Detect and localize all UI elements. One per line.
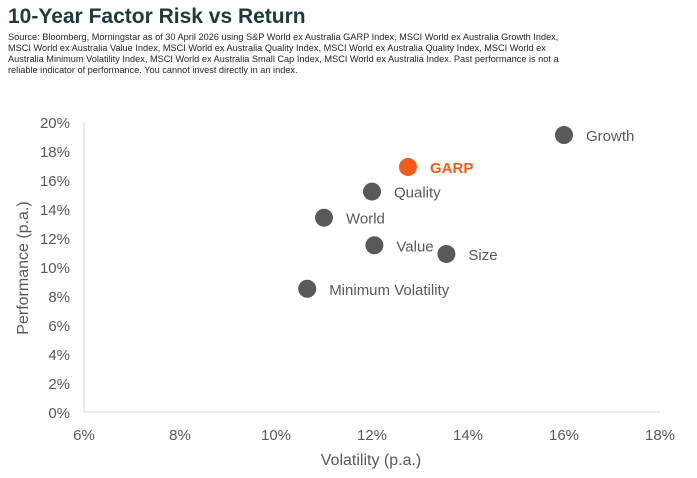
- data-point: [555, 126, 573, 145]
- source-note: Source: Bloomberg, Morningstar as of 30 …: [8, 32, 559, 75]
- y-tick-label: 10%: [40, 260, 70, 277]
- y-tick-label: 18%: [40, 144, 70, 161]
- data-label: GARP: [430, 160, 473, 177]
- data-label: Minimum Volatility: [329, 282, 450, 299]
- data-points: Growth GARP Quality World Value Size Minimum V…: [298, 126, 634, 299]
- data-point: [437, 244, 456, 263]
- y-tick-label: 16%: [40, 173, 70, 190]
- x-tick-label: 18%: [645, 427, 675, 444]
- y-tick-label: 8%: [48, 289, 70, 306]
- data-point: [298, 279, 317, 298]
- data-point: [365, 236, 384, 255]
- x-tick-label: 12%: [357, 427, 387, 444]
- y-tick-labels: 0% 2% 4% 6% 8% 10% 12% 14% 16% 18% 20%: [40, 115, 70, 422]
- x-tick-label: 16%: [549, 427, 579, 444]
- data-label: Size: [468, 247, 497, 264]
- x-tick-label: 10%: [261, 427, 291, 444]
- y-tick-label: 2%: [48, 376, 70, 393]
- x-tick-label: 8%: [169, 427, 191, 444]
- axes: [83, 122, 660, 413]
- x-tick-label: 14%: [453, 427, 483, 444]
- y-axis-label: Performance (p.a.): [15, 201, 32, 334]
- data-label: Quality: [394, 185, 441, 202]
- y-tick-label: 14%: [40, 202, 70, 219]
- x-tick-labels: 6% 8% 10% 12% 14% 16% 18%: [73, 427, 675, 444]
- y-tick-label: 12%: [40, 231, 70, 248]
- chart-title: 10-Year Factor Risk vs Return: [8, 5, 306, 28]
- data-point: [363, 182, 381, 201]
- y-tick-label: 0%: [48, 405, 70, 422]
- data-point: [399, 157, 417, 176]
- y-tick-label: 4%: [48, 347, 70, 364]
- y-tick-label: 20%: [40, 115, 70, 132]
- y-tick-label: 6%: [48, 318, 70, 335]
- data-label: Value: [396, 238, 433, 255]
- data-point: [315, 208, 333, 227]
- data-label: World: [346, 211, 385, 228]
- x-axis-label: Volatility (p.a.): [321, 452, 421, 469]
- data-label: Growth: [586, 128, 634, 145]
- x-tick-label: 6%: [73, 427, 95, 444]
